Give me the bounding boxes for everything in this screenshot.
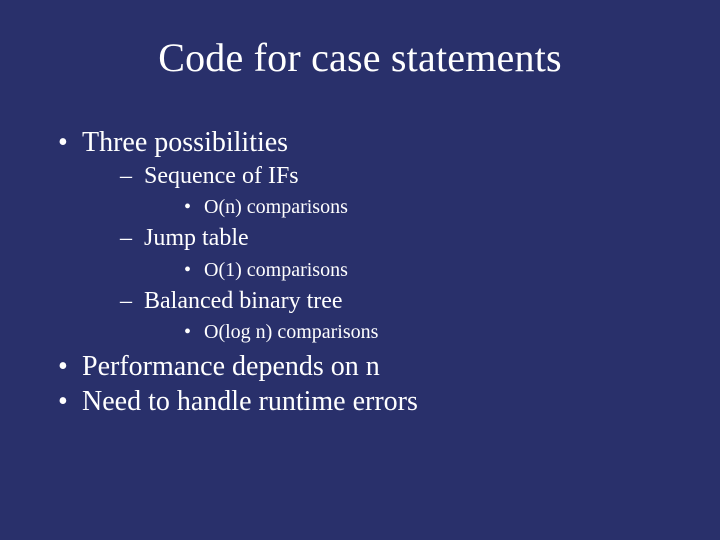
slide-title: Code for case statements <box>0 0 720 81</box>
list-item: O(n) comparisons <box>180 192 720 222</box>
list-item-label: Performance depends on n <box>82 351 380 382</box>
list-item: O(log n) comparisons <box>180 317 720 347</box>
slide: Code for case statements Three possibili… <box>0 0 720 540</box>
list-item-label: O(log n) comparisons <box>204 321 378 343</box>
list-item: Need to handle runtime errors <box>54 384 720 419</box>
list-item: Jump table O(1) comparisons <box>118 222 720 284</box>
list-item-label: O(n) comparisons <box>204 196 348 218</box>
bullet-list-lvl3: O(n) comparisons <box>144 192 720 222</box>
list-item-label: Jump table <box>144 225 249 251</box>
list-item: Performance depends on n <box>54 349 720 384</box>
list-item: O(1) comparisons <box>180 255 720 285</box>
list-item-label: Three possibilities <box>82 127 288 158</box>
list-item: Sequence of IFs O(n) comparisons <box>118 160 720 222</box>
list-item-label: O(1) comparisons <box>204 259 348 281</box>
list-item: Balanced binary tree O(log n) comparison… <box>118 285 720 347</box>
bullet-list-lvl2: Sequence of IFs O(n) comparisons Jump ta… <box>82 160 720 347</box>
list-item-label: Need to handle runtime errors <box>82 386 418 417</box>
bullet-list-lvl3: O(log n) comparisons <box>144 317 720 347</box>
slide-body: Three possibilities Sequence of IFs O(n)… <box>0 81 720 419</box>
list-item-label: Sequence of IFs <box>144 163 299 189</box>
list-item-label: Balanced binary tree <box>144 288 343 314</box>
bullet-list-lvl1: Three possibilities Sequence of IFs O(n)… <box>54 125 720 419</box>
list-item: Three possibilities Sequence of IFs O(n)… <box>54 125 720 347</box>
bullet-list-lvl3: O(1) comparisons <box>144 255 720 285</box>
